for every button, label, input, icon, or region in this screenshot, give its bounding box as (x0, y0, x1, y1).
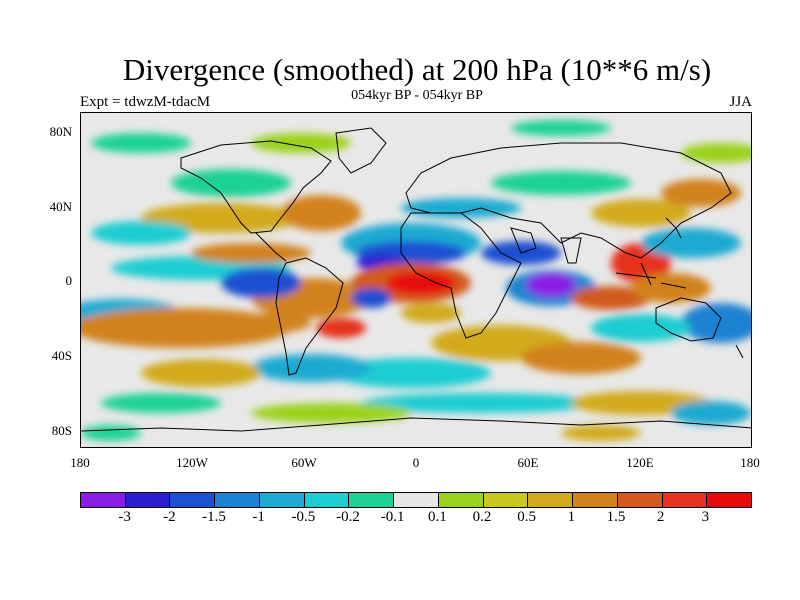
legend-swatch (304, 493, 350, 507)
legend-tick-label: -0.1 (380, 509, 405, 525)
legend-tick-label: -0.2 (336, 509, 360, 525)
legend-swatch (662, 493, 708, 507)
legend-tick-label: 0.5 (517, 509, 537, 525)
lat-tick-label: 40N (49, 199, 72, 214)
legend-swatch (573, 493, 618, 507)
divergence-anomaly-blobs (81, 120, 751, 441)
legend-tick-label: 0.2 (472, 509, 492, 525)
lon-tick-label: 60W (291, 455, 317, 470)
legend-swatch (170, 493, 216, 507)
map-plot-area (80, 112, 752, 448)
legend-swatch (707, 493, 752, 507)
legend-swatch (483, 493, 529, 507)
lon-tick-label: 180 (70, 455, 90, 470)
legend-swatch (215, 493, 260, 507)
legend-tick-label: -0.5 (291, 509, 316, 525)
lon-tick-label: 60E (517, 455, 539, 470)
legend-swatch (617, 493, 663, 507)
lon-tick-label: 120E (626, 455, 654, 470)
season-label: JJA (729, 94, 752, 110)
chart-subtitle: 054kyr BP - 054kyr BP (351, 88, 483, 103)
legend-tick-label: -2 (163, 509, 176, 525)
legend-swatch (394, 493, 439, 507)
color-legend-bar (80, 492, 752, 508)
chart-title: Divergence (smoothed) at 200 hPa (10**6 … (122, 52, 712, 87)
legend-tick-label: -1 (252, 509, 265, 525)
experiment-label: Expt = tdwzM-tdacM (80, 94, 211, 110)
coastlines (81, 127, 751, 432)
legend-swatch (438, 493, 484, 507)
legend-swatch (349, 493, 395, 507)
lon-tick-label: 120W (176, 455, 208, 470)
lon-tick-label: 0 (412, 455, 420, 470)
legend-tick-label: 3 (701, 509, 710, 525)
legend-swatch (125, 493, 171, 507)
legend-tick-label: 1.5 (606, 509, 626, 525)
lon-tick-label: 180 (740, 455, 760, 470)
legend-tick-label: 2 (656, 509, 665, 525)
legend-tick-label: 0.1 (427, 509, 447, 525)
legend-swatch (259, 493, 305, 507)
lat-tick-label: 40S (51, 348, 72, 363)
lat-tick-label: 80S (51, 423, 72, 438)
legend-tick-label: -1.5 (202, 509, 226, 525)
lat-tick-label: 80N (49, 124, 72, 139)
legend-swatch (81, 493, 126, 507)
divergence-field-map (81, 113, 751, 447)
legend-swatch (528, 493, 574, 507)
legend-tick-label: -3 (118, 509, 131, 525)
lat-tick-label: 0 (65, 273, 73, 288)
legend-tick-label: 1 (567, 509, 576, 525)
